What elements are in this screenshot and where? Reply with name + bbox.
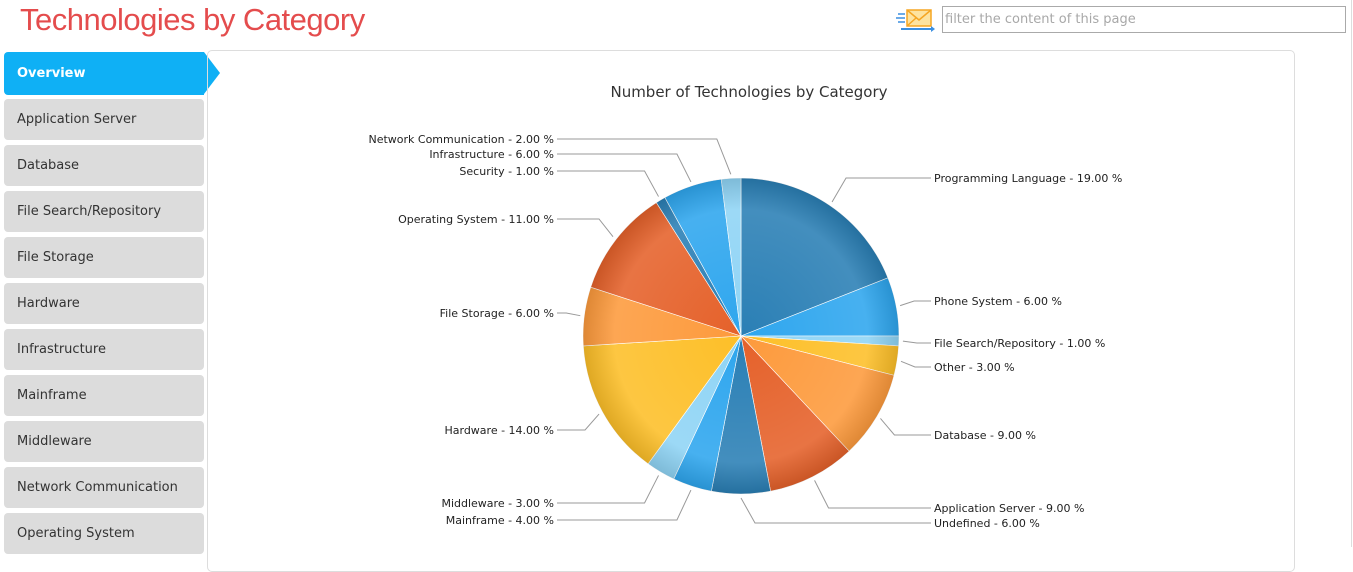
sidebar-item-network-communication[interactable]: Network Communication — [4, 467, 204, 508]
slice-label: Operating System - 11.00 % — [398, 213, 554, 226]
slice-label: Undefined - 6.00 % — [934, 517, 1040, 530]
sidebar-item-infrastructure[interactable]: Infrastructure — [4, 329, 204, 370]
leader-line — [557, 312, 581, 317]
sidebar-item-mainframe[interactable]: Mainframe — [4, 375, 204, 416]
chart-title: Number of Technologies by Category — [610, 83, 887, 101]
slice-label: File Storage - 6.00 % — [440, 307, 554, 320]
slice-label: Programming Language - 19.00 % — [934, 172, 1122, 185]
sidebar-item-database[interactable]: Database — [4, 145, 204, 186]
slice-label: Phone System - 6.00 % — [934, 295, 1062, 308]
scrollbar-edge — [1351, 0, 1352, 547]
leader-line — [902, 340, 931, 344]
mail-icon[interactable] — [895, 8, 935, 32]
leader-line — [880, 418, 931, 436]
sidebar-item-file-storage[interactable]: File Storage — [4, 237, 204, 278]
sidebar-item-file-search-repository[interactable]: File Search/Repository — [4, 191, 204, 232]
leader-line — [557, 489, 692, 521]
slice-label: Security - 1.00 % — [459, 165, 554, 178]
leader-line — [557, 153, 692, 183]
leader-line — [557, 138, 732, 175]
sidebar-item-overview[interactable]: Overview — [4, 52, 220, 95]
sidebar-item-hardware[interactable]: Hardware — [4, 283, 204, 324]
leader-line — [831, 177, 931, 203]
slice-label: File Search/Repository - 1.00 % — [934, 337, 1105, 350]
leader-line — [557, 218, 614, 238]
slice-label: Infrastructure - 6.00 % — [429, 148, 554, 161]
page-title: Technologies by Category — [20, 2, 365, 37]
leader-line — [814, 480, 931, 509]
leader-line — [899, 300, 931, 307]
slice-label: Network Communication - 2.00 % — [368, 133, 554, 146]
leader-line — [900, 360, 931, 368]
pie-chart: Number of Technologies by Category Progr… — [368, 83, 1122, 530]
sidebar-item-operating-system[interactable]: Operating System — [4, 513, 204, 554]
slice-label: Hardware - 14.00 % — [444, 424, 554, 437]
sidebar: Overview Application Server Database File S… — [4, 52, 220, 559]
sidebar-item-middleware[interactable]: Middleware — [4, 421, 204, 462]
chart-panel: Number of Technologies by Category Progr… — [207, 50, 1295, 572]
slice-label: Application Server - 9.00 % — [934, 502, 1084, 515]
slice-label: Database - 9.00 % — [934, 429, 1036, 442]
sidebar-item-application-server[interactable]: Application Server — [4, 99, 204, 140]
slice-label: Other - 3.00 % — [934, 361, 1015, 374]
leader-line — [557, 413, 600, 431]
leader-line — [557, 170, 659, 197]
search-input[interactable] — [942, 6, 1346, 33]
leader-line — [557, 475, 659, 504]
slice-label: Mainframe - 4.00 % — [446, 514, 554, 527]
leader-line — [740, 497, 931, 524]
slice-label: Middleware - 3.00 % — [441, 497, 554, 510]
